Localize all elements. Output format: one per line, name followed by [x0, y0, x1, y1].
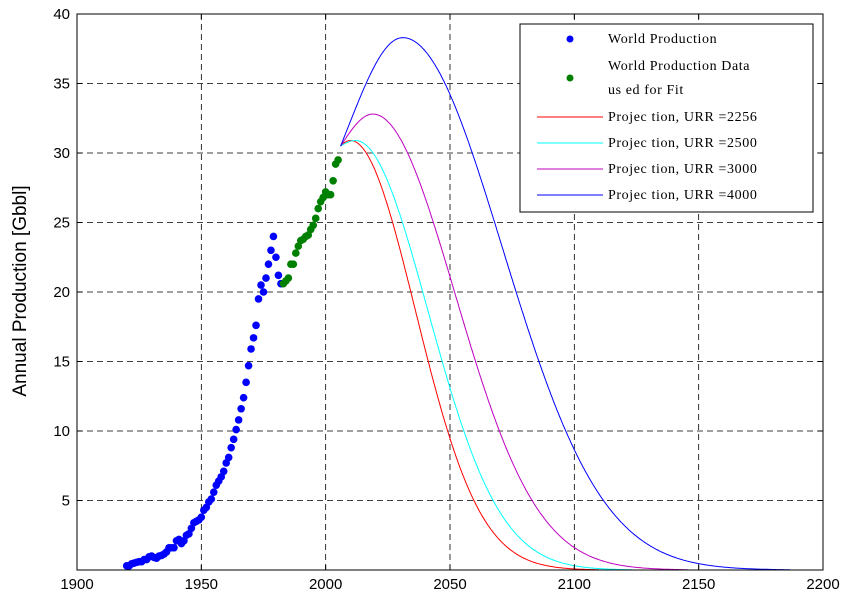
y-axis-label: Annual Production [Gbbl]: [10, 185, 31, 396]
data-point: [247, 345, 255, 353]
data-point: [272, 253, 280, 262]
data-point: [239, 393, 248, 402]
data-point: [274, 271, 283, 280]
x-tick-label: 2000: [309, 576, 342, 593]
y-tick-label: 10: [53, 423, 70, 440]
series-line: [340, 113, 689, 571]
y-tick-label: 25: [53, 215, 70, 232]
data-point: [197, 513, 206, 521]
data-point: [170, 543, 178, 552]
x-tick-label: 1900: [60, 576, 93, 593]
data-point: [314, 204, 323, 213]
data-point: [292, 249, 300, 257]
y-tick-label: 30: [53, 145, 70, 162]
legend-marker: [566, 74, 574, 82]
legend-label: World Production Data: [608, 59, 750, 74]
x-tick-label: 2150: [682, 576, 715, 593]
data-point: [242, 378, 250, 387]
legend-label: Projec tion, URR =2256: [608, 110, 757, 125]
x-tick-label: 2200: [806, 576, 839, 593]
data-point: [334, 156, 342, 164]
legend: World Production World Production Data us …: [519, 23, 814, 213]
data-point: [209, 488, 218, 496]
series-line: [340, 139, 600, 571]
legend-marker: [566, 35, 574, 43]
data-point: [232, 425, 240, 434]
series-line: [340, 37, 791, 571]
projection-lines: [340, 37, 791, 571]
data-point: [326, 190, 335, 199]
data-point: [264, 260, 273, 269]
data-point: [254, 295, 263, 303]
legend-label: World Production: [608, 32, 717, 47]
data-point: [237, 404, 245, 413]
data-point: [269, 232, 278, 241]
axis-ticks: 1900 1950 2000 2050 2100 2150 2200 5 10 15 20 25 30 3…: [53, 6, 839, 593]
data-point: [257, 281, 265, 289]
data-point: [227, 443, 235, 452]
data-point: [309, 221, 318, 230]
data-point: [207, 495, 216, 503]
x-tick-label: 1950: [185, 576, 218, 593]
data-point: [224, 453, 233, 462]
legend-label: Projec tion, URR =2500: [608, 136, 757, 151]
data-point: [252, 321, 260, 330]
data-point: [244, 361, 253, 370]
data-point: [219, 467, 228, 476]
y-tick-label: 35: [53, 76, 70, 93]
data-point: [311, 214, 320, 223]
production-points: [122, 156, 342, 570]
data-point: [267, 246, 275, 255]
x-tick-label: 2050: [433, 576, 466, 593]
data-point: [229, 435, 238, 444]
x-tick-label: 2100: [558, 576, 591, 593]
data-point: [234, 416, 243, 424]
legend-label: Projec tion, URR =4000: [608, 188, 757, 203]
data-point: [262, 274, 270, 282]
series-line: [340, 140, 633, 571]
legend-label: us ed for Fit: [608, 83, 684, 98]
legend-label: Projec tion, URR =3000: [608, 162, 757, 177]
data-point: [329, 177, 337, 185]
data-point: [289, 260, 298, 269]
data-point: [259, 288, 268, 296]
legend-box: [519, 23, 814, 213]
y-tick-label: 20: [53, 284, 70, 301]
y-tick-label: 5: [62, 493, 70, 510]
data-point: [249, 334, 258, 342]
y-tick-label: 40: [53, 6, 70, 23]
y-tick-label: 15: [53, 354, 70, 371]
data-point: [284, 274, 293, 282]
